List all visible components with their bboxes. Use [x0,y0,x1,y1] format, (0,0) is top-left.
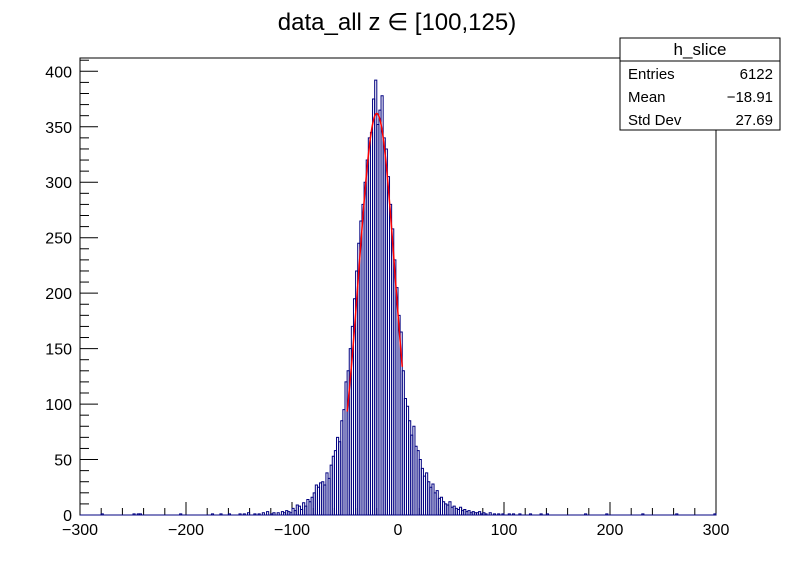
histogram-bin [511,513,516,515]
histogram-bin [518,513,522,515]
histogram-bin [257,513,261,515]
histogram-bin [132,513,136,515]
stats-stddev-label: Std Dev [628,112,682,129]
histogram-bin [179,513,183,515]
histogram-bin [528,513,533,515]
histogram-bin [545,513,550,515]
histogram-bin [210,513,215,515]
x-tick-label: 100 [491,522,518,539]
histogram-series [80,79,717,516]
histogram-bin [484,513,488,515]
fit-curve [346,112,403,412]
chart-title: data_all z ∈ [100,125) [278,9,516,36]
stats-entries-label: Entries [628,66,675,83]
histogram-bin [246,512,251,515]
histogram-bin [641,513,645,515]
histogram-bin [253,513,257,515]
x-tick-label: −100 [274,522,310,539]
x-tick-label: −200 [168,522,204,539]
x-tick-label: 200 [597,522,624,539]
histogram-bin [100,513,104,515]
y-tick-label: 350 [45,120,72,137]
histogram-bin [138,513,142,515]
y-tick-label: 200 [45,286,72,303]
histogram-bin [238,513,242,515]
gaussian-fit [346,112,403,412]
y-axis: 0 50 100 150 200 250 300 350 400 [45,59,98,525]
x-tick-label: 300 [703,522,730,539]
y-tick-label: 400 [45,64,72,81]
histogram-bin [507,513,511,515]
histogram-bin [605,513,609,515]
stats-box-title: h_slice [674,40,727,59]
y-tick-label: 0 [63,508,72,525]
histogram-bin [501,513,505,515]
stats-stddev-value: 27.69 [735,112,773,129]
y-tick-label: 50 [54,453,72,470]
stats-mean-value: −18.91 [727,89,773,106]
stats-box-frame [619,37,781,131]
x-axis: −300 −200 −100 0 100 200 300 [62,502,729,539]
stats-box: h_slice Entries 6122 Mean −18.91 Std Dev… [619,37,781,131]
histogram-bin [713,513,717,515]
histogram-bin [539,513,543,515]
histogram-bin [276,512,280,515]
y-tick-label: 250 [45,231,72,248]
stats-entries-value: 6122 [740,66,773,83]
histogram-bin [492,513,497,515]
histogram-bin [219,513,223,515]
y-tick-label: 100 [45,397,72,414]
histogram-bin [266,511,270,515]
histogram-bin [227,513,232,515]
histogram-bin [242,513,246,515]
histogram-bin [488,512,492,515]
histogram-bin [497,513,501,515]
y-tick-label: 300 [45,175,72,192]
histogram-bin [272,512,276,515]
x-tick-label: −300 [62,522,98,539]
histogram-bin [478,511,482,515]
x-tick-label: 0 [394,522,403,539]
histogram-bin [584,513,588,515]
histogram-bin [261,512,265,515]
stats-mean-label: Mean [628,89,666,106]
y-tick-label: 150 [45,342,72,359]
histogram-bin [675,513,679,515]
